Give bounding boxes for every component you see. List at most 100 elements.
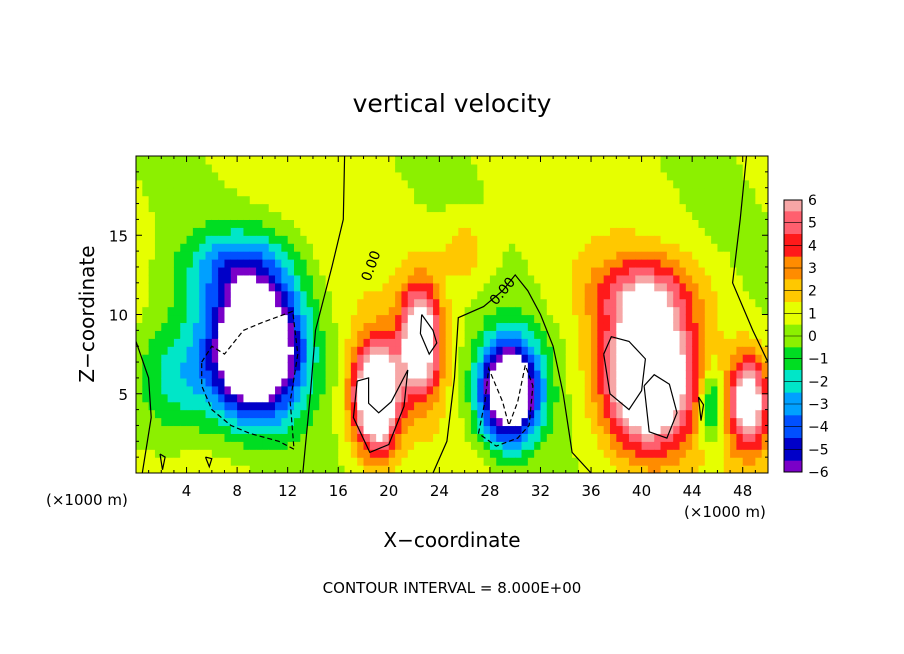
heatmap-cell [572,417,579,427]
heatmap-cell [382,187,390,197]
heatmap-cell [173,385,181,395]
heatmap-cell [420,457,428,466]
heatmap-cell [515,298,523,308]
heatmap-cell [243,211,251,220]
heatmap-cell [508,441,516,450]
heatmap-cell [249,243,257,252]
heatmap-cell [439,306,447,316]
heatmap-cell [262,266,270,276]
heatmap-cell [666,195,674,205]
heatmap-cell [426,330,434,339]
heatmap-cell [641,163,649,173]
heatmap-cell [647,330,655,339]
heatmap-cell [572,401,579,411]
heatmap-cell [439,409,447,419]
heatmap-cell [692,259,700,268]
heatmap-cell [230,457,238,466]
heatmap-cell [192,362,200,371]
heatmap-cell [407,156,415,165]
heatmap-cell [761,259,768,268]
heatmap-cell [218,465,226,473]
heatmap-cell [439,393,447,403]
heatmap-cell [388,219,396,228]
heatmap-cell [685,306,693,316]
heatmap-cell [331,266,339,276]
heatmap-cell [565,179,573,189]
heatmap-cell [154,441,162,450]
heatmap-cell [186,409,194,419]
heatmap-cell [761,235,768,244]
heatmap-cell [357,163,365,173]
heatmap-cell [167,259,175,268]
heatmap-cell [262,449,270,458]
heatmap-cell [439,314,447,324]
heatmap-cell [388,306,396,316]
heatmap-cell [660,354,668,363]
heatmap-cell [388,362,396,371]
heatmap-cell [363,259,371,268]
heatmap-cell [508,362,516,371]
heatmap-cell [546,401,554,411]
heatmap-cell [420,441,428,450]
heatmap-cell [666,282,674,292]
heatmap-cell [622,377,630,387]
heatmap-cell [508,163,516,173]
heatmap-cell [622,354,630,363]
heatmap-cell [673,227,681,236]
heatmap-cell [388,298,396,308]
heatmap-cell [275,441,282,450]
heatmap-cell [559,377,567,387]
heatmap-cell [426,433,434,442]
heatmap-cell [730,171,737,181]
heatmap-cell [218,298,226,308]
heatmap-cell [666,314,674,324]
heatmap-cell [294,306,301,316]
heatmap-cell [218,266,226,276]
heatmap-cell [458,259,466,268]
heatmap-cell [654,314,662,324]
heatmap-cell [142,195,150,205]
heatmap-cell [369,385,377,395]
contour-line [136,341,152,473]
heatmap-cell [382,449,390,458]
heatmap-cell [142,433,150,442]
heatmap-cell [597,195,605,205]
heatmap-cell [205,385,213,395]
heatmap-cell [407,314,415,324]
heatmap-cell [388,401,396,411]
heatmap-cell [136,227,143,236]
heatmap-cell [142,369,150,379]
heatmap-cell [154,306,162,316]
heatmap-cell [565,362,573,371]
heatmap-cell [622,465,630,473]
heatmap-cell [167,441,175,450]
heatmap-cell [173,362,181,371]
heatmap-cell [173,274,181,284]
heatmap-cell [426,282,434,292]
heatmap-cell [546,282,554,292]
heatmap-cell [224,211,232,220]
heatmap-cell [559,219,567,228]
heatmap-cell [540,433,548,442]
heatmap-cell [578,156,586,165]
heatmap-cell [338,409,346,419]
heatmap-cell [243,330,251,339]
heatmap-cell [306,314,314,324]
heatmap-cell [464,385,472,395]
heatmap-cell [136,156,143,165]
colorbar-label: 2 [808,284,817,300]
heatmap-cell [199,441,207,450]
heatmap-cell [458,409,466,419]
heatmap-cell [736,449,744,458]
heatmap-cell [357,282,365,292]
heatmap-cell [199,346,207,355]
heatmap-cell [660,306,668,316]
heatmap-cell [433,259,440,268]
heatmap-cell [565,465,573,473]
heatmap-cell [161,163,169,173]
heatmap-cell [211,441,219,450]
heatmap-cell [376,235,384,244]
heatmap-cell [426,417,434,427]
heatmap-cell [628,203,636,213]
heatmap-cell [319,187,327,197]
